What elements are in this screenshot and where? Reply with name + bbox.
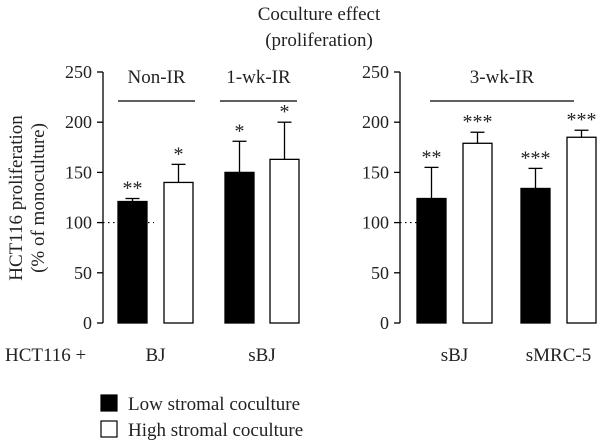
panel-2-group-2-low-stromal-bar [520,187,551,324]
legend-label-low: Low stromal coculture [128,394,300,415]
panel-1-y-tick-label: 200 [65,112,92,132]
panel-1-group-2-high-stromal-bar [269,158,300,324]
chart-subtitle: (proliferation) [265,30,373,51]
x-axis-prefix: HCT116 + [5,345,86,366]
panel-2-y-tick-label: 250 [362,62,389,82]
panel-2-y-tick-label: 50 [371,263,389,283]
panel-2-y-tick-label: 0 [380,313,389,333]
panel-1-group-2-low-stromal-bar [224,171,255,324]
panel-2-y-tick-label: 150 [362,162,389,182]
panel-1-group-2-low-stromal-significance: * [235,120,245,142]
chart-title: Coculture effect [258,4,381,25]
panel-2-y-tick-label: 200 [362,112,389,132]
panel-2-header-label: 3-wk-IR [470,67,535,88]
legend-label-high: High stromal coculture [128,420,303,441]
panel-2-y-tick-label: 100 [362,213,389,233]
panel-2-group-2-category-label: sMRC-5 [526,345,591,366]
panel-1-y-tick-label: 100 [65,213,92,233]
y-axis-label-unit: (% of monoculture) [28,123,49,273]
panel-2-group-1-high-stromal-significance: *** [463,111,493,133]
legend-swatch-high [100,420,118,438]
panel-2-group-1-low-stromal-bar [416,197,447,324]
panel-1-group-1-low-stromal-significance: ** [123,178,143,200]
panel-1-group-2-high-stromal-significance: * [280,101,290,123]
panel-1-group-1-high-stromal-bar [163,181,194,324]
panel-1-y-tick-label: 50 [74,263,92,283]
legend: Low stromal coculture High stromal cocul… [100,394,303,441]
panel-2-group-1-low-stromal-significance: ** [422,146,442,168]
panel-2-group-2-high-stromal-significance: *** [567,109,597,131]
panel-1-group-1-low-stromal-bar [117,200,148,324]
panel-1-y-tick-label: 0 [83,313,92,333]
y-axis-label: HCT116 proliferation [6,115,27,281]
panel-1-group-1-category-label: BJ [145,345,165,366]
panel-2-group-1-category-label: sBJ [441,345,468,366]
panel-2-group-1-high-stromal-bar [462,142,493,324]
panel-1-group-1-header-label: Non-IR [127,67,185,88]
panel-2-group-2-high-stromal-bar [566,136,597,324]
panel-2-group-2-low-stromal-significance: *** [521,147,551,169]
panel-1-group-2-category-label: sBJ [248,345,275,366]
panel-1-y-tick-label: 250 [65,62,92,82]
legend-swatch-low [100,394,118,412]
panel-1-y-tick-label: 150 [65,162,92,182]
panel-1-group-2-header-label: 1-wk-IR [226,67,291,88]
panel-1-group-1-high-stromal-significance: * [174,143,184,165]
